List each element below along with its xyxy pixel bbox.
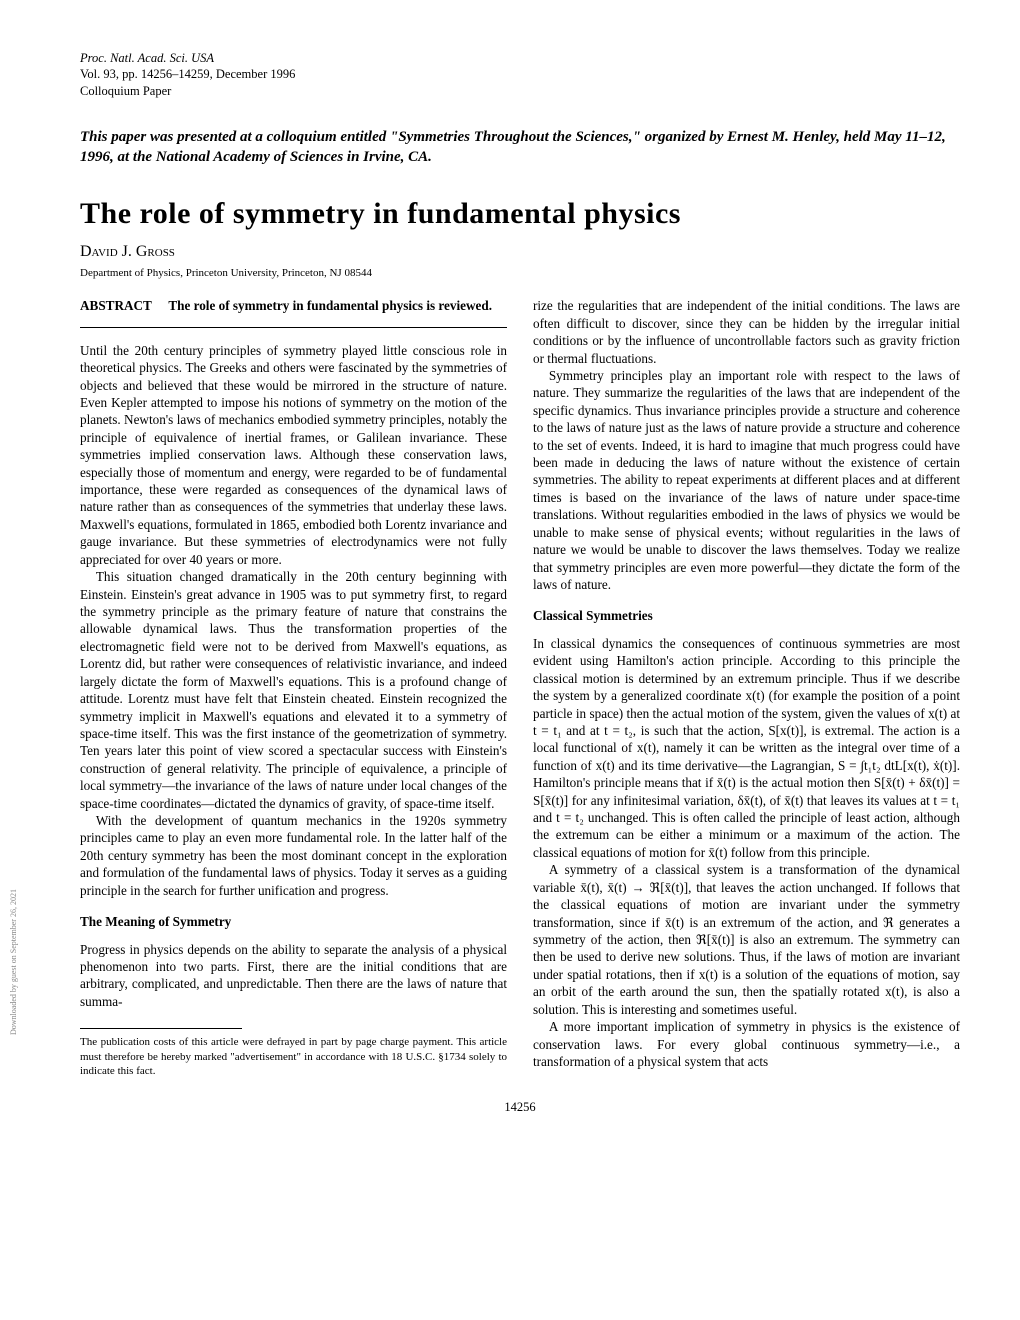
journal-header: Proc. Natl. Acad. Sci. USA Vol. 93, pp. …: [80, 50, 960, 99]
journal-vol: Vol. 93, pp. 14256–14259, December 1996: [80, 66, 960, 82]
footnote-text: The publication costs of this article we…: [80, 1035, 507, 1078]
colloquium-note: This paper was presented at a colloquium…: [80, 127, 960, 168]
journal-section: Colloquium Paper: [80, 83, 960, 99]
download-watermark: Downloaded by guest on September 26, 202…: [9, 889, 18, 1035]
page-number: 14256: [80, 1100, 960, 1115]
paper-title: The role of symmetry in fundamental phys…: [80, 197, 960, 231]
abstract-block: ABSTRACT The role of symmetry in fundame…: [80, 297, 507, 327]
journal-name: Proc. Natl. Acad. Sci. USA: [80, 50, 960, 66]
right-column: rize the regularities that are independe…: [533, 297, 960, 1078]
abstract-text: The role of symmetry in fundamental phys…: [168, 298, 492, 313]
body-para: Until the 20th century principles of sym…: [80, 342, 507, 568]
footnote-rule: [80, 1028, 242, 1029]
body-para: In classical dynamics the consequences o…: [533, 635, 960, 861]
body-para: rize the regularities that are independe…: [533, 297, 960, 367]
author-affiliation: Department of Physics, Princeton Univers…: [80, 267, 960, 279]
body-para: A symmetry of a classical system is a tr…: [533, 861, 960, 1018]
author-name: David J. Gross: [80, 243, 960, 261]
abstract-label: ABSTRACT: [80, 298, 152, 313]
body-para: Progress in physics depends on the abili…: [80, 941, 507, 1011]
body-para: Symmetry principles play an important ro…: [533, 367, 960, 593]
section-heading: The Meaning of Symmetry: [80, 913, 507, 930]
body-para: A more important implication of symmetry…: [533, 1018, 960, 1070]
left-column: ABSTRACT The role of symmetry in fundame…: [80, 297, 507, 1078]
body-para: This situation changed dramatically in t…: [80, 568, 507, 812]
section-heading: Classical Symmetries: [533, 607, 960, 624]
body-para: With the development of quantum mechanic…: [80, 812, 507, 899]
two-column-body: ABSTRACT The role of symmetry in fundame…: [80, 297, 960, 1078]
